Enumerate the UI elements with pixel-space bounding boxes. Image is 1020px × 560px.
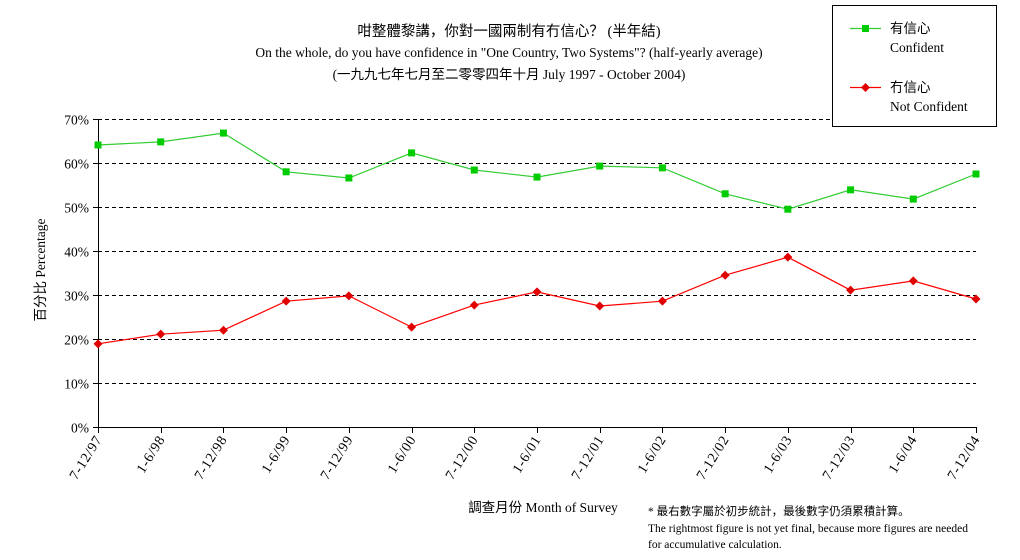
not-confident-data-point <box>344 291 354 301</box>
not-confident-data-point <box>846 285 856 295</box>
chart-subtitle: On the whole, do you have confidence in … <box>255 45 762 60</box>
confident-legend-marker <box>862 25 869 32</box>
gridlines <box>98 119 976 384</box>
legend-box <box>832 5 997 127</box>
not-confident-data-point <box>971 294 981 304</box>
confident-data-point <box>282 168 290 176</box>
chart-title: 咁整體黎講，你對一國兩制有冇信心？ (半年結) <box>357 23 660 40</box>
confident-data-point <box>972 170 980 178</box>
confident-data-point <box>94 141 102 149</box>
confident-data-point <box>219 129 227 137</box>
not-confident-data-point <box>93 339 103 349</box>
not-confident-data-point <box>657 296 667 306</box>
footnote-line-1: * 最右數字屬於初步統計，最後數字仍須累積計算。 <box>648 504 910 518</box>
confident-data-point <box>847 186 855 194</box>
y-tick-label: 20% <box>64 333 89 348</box>
footnote: * 最右數字屬於初步統計，最後數字仍須累積計算。 The rightmost f… <box>648 504 968 551</box>
confident-data-point <box>658 164 666 172</box>
confident-data-point <box>157 138 165 146</box>
footnote-line-3: for accumulative calculation. <box>648 539 782 551</box>
confident-data-point <box>533 173 541 181</box>
y-tick-label: 70% <box>64 113 89 128</box>
confident-data-point <box>909 195 917 203</box>
not-confident-legend-marker <box>861 83 870 92</box>
y-tick-label: 40% <box>64 245 89 260</box>
y-tick-label: 60% <box>64 157 89 172</box>
not-confident-data-point <box>532 287 542 297</box>
y-tick-label: 10% <box>64 377 89 392</box>
footnote-line-2: The rightmost figure is not yet final, b… <box>648 523 968 535</box>
y-tick-label: 50% <box>64 201 89 216</box>
confident-data-point <box>345 174 353 182</box>
confident-data-point <box>596 162 604 170</box>
chart-date-range: (一九九七年七月至二零零四年十月 July 1997 - October 200… <box>333 67 686 82</box>
not-confident-data-point <box>908 276 918 286</box>
y-axis-label: 百分比 Percentage <box>33 218 48 321</box>
legend-swatches <box>850 25 881 92</box>
confident-data-point <box>721 190 729 198</box>
not-confident-data-point <box>218 325 228 335</box>
legend-label-not-confident: Not Confident <box>890 99 968 114</box>
legend-label-confident-zh: 有信心 <box>890 21 931 36</box>
not-confident-data-point <box>783 252 793 262</box>
legend-label-not-confident-zh: 冇信心 <box>890 80 931 95</box>
legend-label-confident: Confident <box>890 40 944 55</box>
y-tick-label: 30% <box>64 289 89 304</box>
not-confident-data-point <box>469 300 479 310</box>
not-confident-data-point <box>281 296 291 306</box>
y-tick-label: 0% <box>71 421 89 436</box>
not-confident-data-point <box>156 329 166 339</box>
y-axis-ticks: 0% 10% 20% 30% 40% 50% 60% 70% <box>64 113 98 436</box>
confident-data-point <box>408 149 416 157</box>
not-confident-data-point <box>595 301 605 311</box>
x-axis-label: 調查月份 Month of Survey <box>468 500 618 515</box>
confident-data-point <box>784 205 792 213</box>
series-layer <box>93 129 981 349</box>
not-confident-data-point <box>407 322 417 332</box>
legend: 有信心 Confident 冇信心 Not Confident <box>832 5 997 127</box>
confident-data-point <box>470 166 478 174</box>
not-confident-data-point <box>720 270 730 280</box>
